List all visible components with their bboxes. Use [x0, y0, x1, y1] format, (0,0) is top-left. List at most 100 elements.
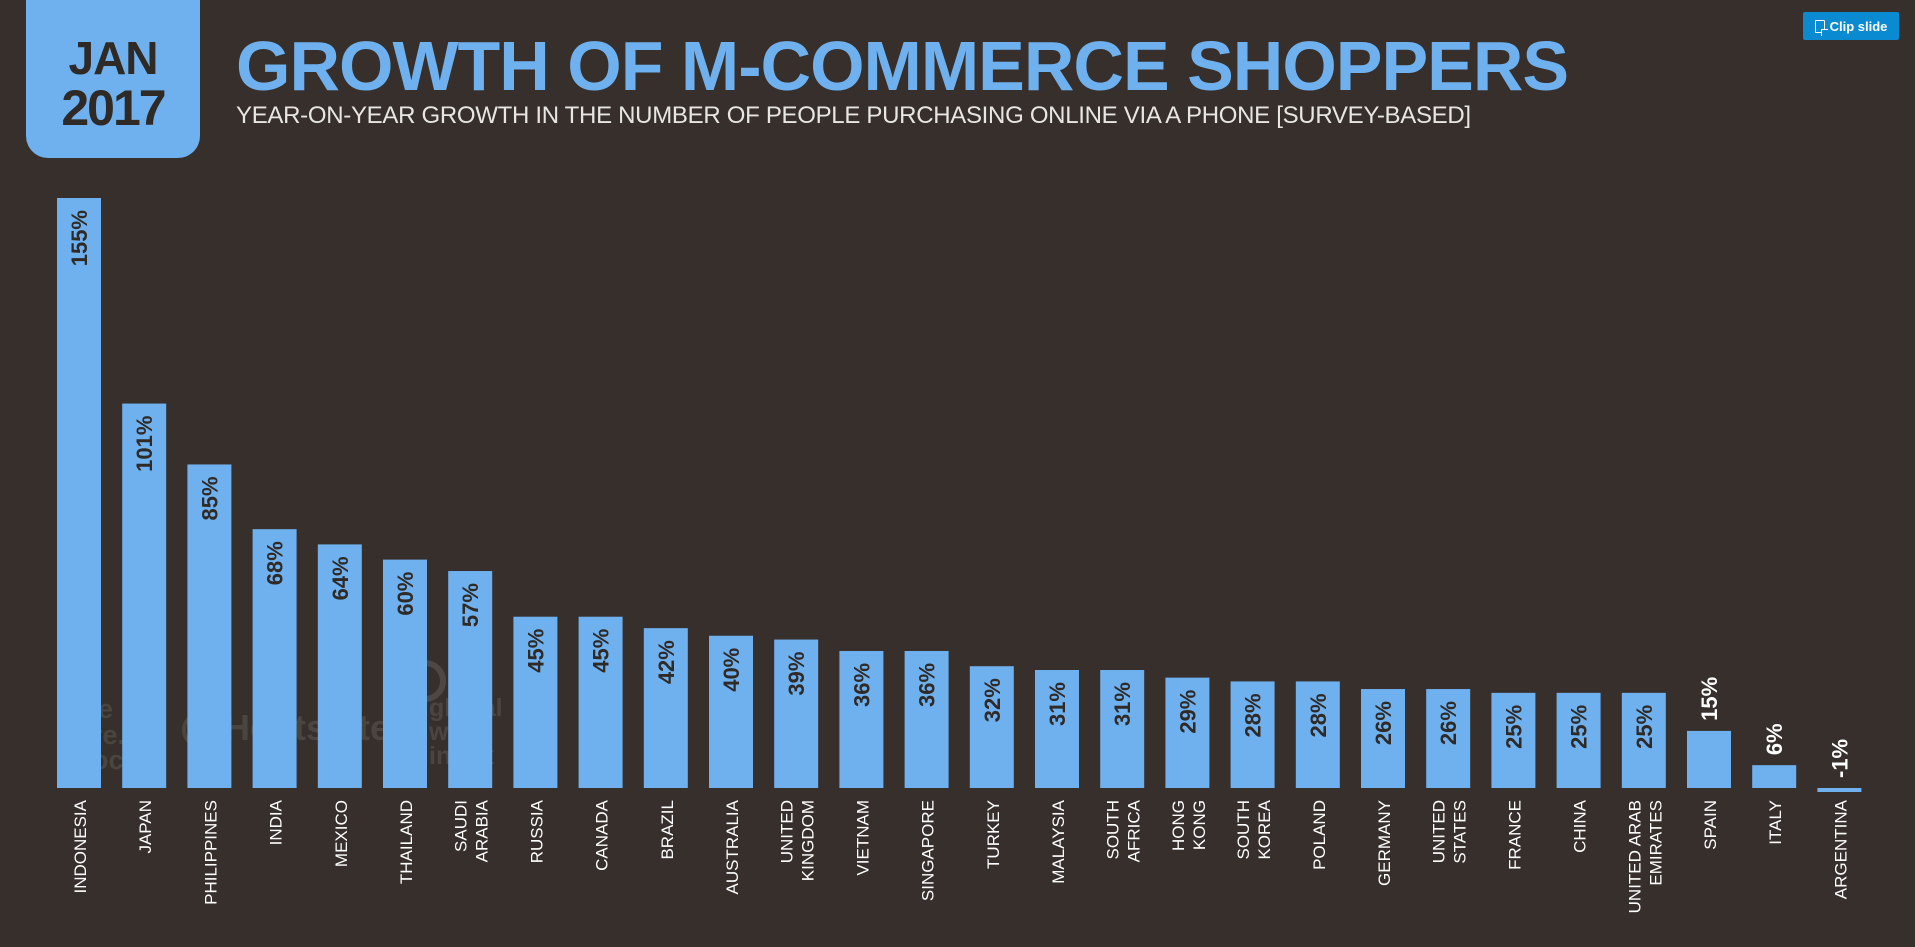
- data-label: 64%: [328, 556, 353, 600]
- category-label: THAILAND: [397, 800, 416, 884]
- category-label: TURKEY: [984, 800, 1003, 869]
- category-label: JAPAN: [136, 800, 155, 854]
- data-label: 36%: [915, 663, 940, 707]
- category-label: MEXICO: [332, 800, 351, 867]
- bar: [1035, 670, 1079, 788]
- data-label: 57%: [458, 583, 483, 627]
- category-label: RUSSIA: [527, 799, 546, 863]
- bar: [969, 666, 1014, 788]
- bar: [513, 616, 558, 788]
- bar: [1556, 692, 1601, 788]
- category-label: KOREA: [1255, 799, 1274, 859]
- bar: [643, 628, 688, 788]
- data-label: 29%: [1175, 690, 1200, 734]
- bar: [1687, 730, 1731, 788]
- category-label: CHINA: [1571, 799, 1590, 853]
- category-label: ARGENTINA: [1831, 799, 1850, 899]
- bar: [709, 635, 753, 788]
- bar: [1426, 689, 1471, 788]
- data-label: 31%: [1045, 682, 1070, 726]
- data-label: 6%: [1762, 723, 1787, 755]
- data-label: 39%: [784, 652, 809, 696]
- page-subtitle: YEAR-ON-YEAR GROWTH IN THE NUMBER OF PEO…: [236, 102, 1471, 129]
- data-label: 32%: [980, 678, 1005, 722]
- bar: [1752, 765, 1797, 788]
- category-label: CANADA: [593, 799, 612, 871]
- bar: [1230, 681, 1275, 788]
- bar: [252, 529, 297, 788]
- data-label: 28%: [1241, 693, 1266, 737]
- date-badge: JAN 2017: [26, 0, 200, 158]
- data-label: 25%: [1501, 705, 1526, 749]
- bar: [57, 198, 101, 788]
- category-label: AUSTRALIA: [723, 799, 742, 894]
- data-label: 25%: [1632, 705, 1657, 749]
- category-label: ITALY: [1766, 800, 1785, 845]
- data-label: 155%: [67, 210, 92, 266]
- category-label: PHILIPPINES: [201, 800, 220, 905]
- category-label: EMIRATES: [1646, 800, 1665, 886]
- category-label: UNITED ARAB: [1625, 800, 1644, 913]
- category-label: BRAZIL: [658, 800, 677, 860]
- category-label: SPAIN: [1701, 800, 1720, 850]
- data-label: 68%: [263, 541, 288, 585]
- category-label: INDONESIA: [71, 799, 90, 893]
- category-label: GERMANY: [1375, 800, 1394, 886]
- bar: [839, 650, 884, 788]
- category-label: UNITED: [778, 800, 797, 863]
- category-label: KONG: [1190, 800, 1209, 850]
- data-label: -1%: [1827, 739, 1852, 778]
- data-label: 40%: [719, 648, 744, 692]
- category-label: SOUTH: [1234, 800, 1253, 860]
- clip-slide-label: Clip slide: [1829, 18, 1888, 34]
- data-label: 45%: [589, 629, 614, 673]
- category-label: VIETNAM: [853, 800, 872, 876]
- bar: [1361, 689, 1405, 788]
- data-label: 36%: [849, 663, 874, 707]
- bar: [383, 559, 427, 788]
- clip-slide-button[interactable]: Clip slide: [1803, 12, 1899, 40]
- data-label: 31%: [1110, 682, 1135, 726]
- bar: [448, 571, 493, 788]
- data-label: 26%: [1371, 701, 1396, 745]
- bar: [1621, 692, 1666, 788]
- bar: [1165, 677, 1210, 788]
- badge-month: JAN: [68, 32, 158, 84]
- data-label: 101%: [132, 416, 157, 472]
- category-label: UNITED: [1430, 800, 1449, 863]
- bar: [1100, 670, 1145, 788]
- data-label: 28%: [1306, 693, 1331, 737]
- category-label: KINGDOM: [799, 800, 818, 881]
- data-label: 60%: [393, 572, 418, 616]
- category-label: ARABIA: [473, 799, 492, 862]
- clip-icon: [1814, 19, 1828, 36]
- hootsuite-watermark: Hootsuite: [182, 710, 390, 749]
- bar: [1295, 681, 1340, 788]
- data-label: 15%: [1697, 677, 1722, 721]
- bar: [1817, 788, 1862, 792]
- bar: [187, 464, 232, 788]
- hootsuite-text: Hootsuite: [224, 707, 390, 748]
- category-label: SAUDI: [452, 800, 471, 852]
- bar: [774, 639, 819, 788]
- data-label: 85%: [197, 476, 222, 520]
- page-title: GROWTH OF M-COMMERCE SHOPPERS: [236, 27, 1569, 105]
- data-label: 42%: [654, 640, 679, 684]
- category-label: POLAND: [1310, 800, 1329, 870]
- bar: [317, 544, 362, 788]
- data-label: 26%: [1436, 701, 1461, 745]
- category-label: AFRICA: [1125, 799, 1144, 862]
- category-label: STATES: [1451, 800, 1470, 864]
- category-label: MALAYSIA: [1049, 799, 1068, 883]
- data-label: 25%: [1567, 705, 1592, 749]
- bar: [578, 616, 623, 788]
- category-label: INDIA: [267, 799, 286, 845]
- bar: [122, 403, 167, 788]
- bar: [904, 650, 949, 788]
- category-label: SINGAPORE: [919, 800, 938, 901]
- category-label: FRANCE: [1505, 800, 1524, 870]
- category-label: SOUTH: [1104, 800, 1123, 860]
- data-label: 45%: [523, 629, 548, 673]
- bar: [1491, 692, 1536, 788]
